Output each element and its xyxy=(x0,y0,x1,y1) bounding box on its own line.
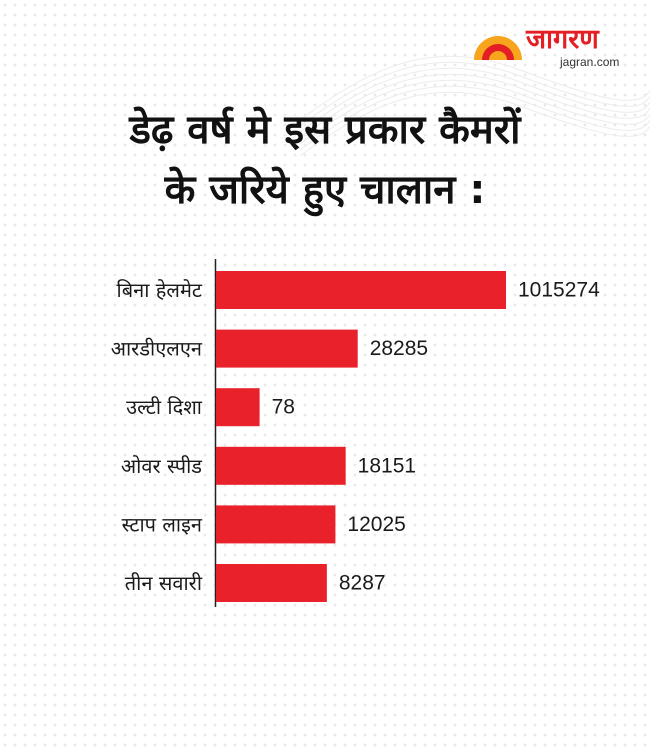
challan-bar-chart: बिना हेलमेट 1015274 आरडीएलएन 28285 उल्टी दिश… xyxy=(111,259,600,607)
jagran-logo[interactable]: जागरण jagran.com xyxy=(472,24,632,74)
bar-value-label: 1015274 xyxy=(518,279,600,302)
bar xyxy=(216,564,327,602)
bar-value-label: 78 xyxy=(272,396,295,419)
brand-name: जागरण xyxy=(526,24,599,55)
bar xyxy=(216,388,260,427)
category-label: आरडीएलएन xyxy=(111,337,203,361)
bar-value-label: 18151 xyxy=(358,454,416,477)
brand-url: jagran.com xyxy=(560,55,620,69)
category-label: स्टाप लाइन xyxy=(122,512,203,536)
bar xyxy=(216,271,506,309)
bar-value-label: 8287 xyxy=(339,572,386,595)
bar-value-label: 12025 xyxy=(347,513,405,536)
category-label: तीन सवारी xyxy=(125,571,203,595)
title-line-2: के जरिये हुए चालान : xyxy=(164,167,486,213)
background-wave-decoration xyxy=(299,55,650,157)
category-label: बिना हेलमेट xyxy=(117,278,203,302)
rising-sun-icon xyxy=(474,36,522,60)
title-line-1: डेढ़ वर्ष मे इस प्रकार कैमरों xyxy=(129,107,521,153)
category-label: उल्टी दिशा xyxy=(126,395,203,419)
page-title: डेढ़ वर्ष मे इस प्रकार कैमरों के जरिये ह… xyxy=(0,100,650,220)
bar xyxy=(216,446,346,485)
category-label: ओवर स्पीड xyxy=(121,454,202,478)
bar xyxy=(216,505,336,544)
bar xyxy=(216,329,358,368)
bar-value-label: 28285 xyxy=(370,337,428,360)
